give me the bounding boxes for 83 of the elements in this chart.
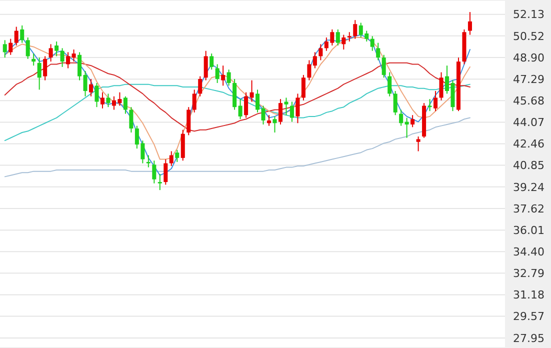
candlestick <box>83 70 88 97</box>
candlestick <box>428 98 432 112</box>
candlestick <box>26 36 30 60</box>
candlestick <box>296 93 300 124</box>
candlestick <box>48 44 53 62</box>
y-tick-label: 39.24 <box>513 180 544 194</box>
candlestick <box>72 49 76 62</box>
y-tick-label: 37.62 <box>513 202 544 216</box>
candlestick <box>272 116 277 134</box>
candlestick <box>186 106 191 136</box>
candlestick <box>284 97 288 116</box>
candlestick <box>238 98 242 120</box>
candlestick <box>468 12 472 36</box>
candlestick <box>278 98 282 125</box>
candlestick <box>66 52 70 69</box>
candlestick <box>2 40 7 58</box>
y-tick-label: 40.85 <box>513 159 544 172</box>
candlestick <box>123 96 128 114</box>
candlestick <box>393 90 398 116</box>
candlestick <box>32 53 36 66</box>
candlestick <box>261 105 266 125</box>
candlestick <box>353 20 358 40</box>
candlestick <box>106 93 110 108</box>
candlestick <box>416 136 420 152</box>
candlestick <box>169 150 174 166</box>
candlestick <box>204 50 208 81</box>
y-tick-label: 52.13 <box>513 8 544 22</box>
candlestick <box>382 54 386 78</box>
candlestick <box>175 149 180 162</box>
candlestick <box>312 52 317 69</box>
candlestick <box>290 101 294 122</box>
candlestick <box>250 80 254 102</box>
candlestick <box>8 38 13 56</box>
candlestick <box>129 106 134 134</box>
candlestick <box>152 160 156 184</box>
y-tick-label: 36.01 <box>513 224 544 237</box>
candlestick <box>43 56 48 81</box>
candlestick <box>256 89 260 113</box>
candlestick <box>164 158 168 186</box>
candlestick <box>388 72 392 97</box>
candlestick <box>94 82 99 108</box>
candlestick <box>347 32 352 42</box>
y-tick-label: 31.18 <box>513 288 544 302</box>
candlestick <box>342 34 346 50</box>
candlestick <box>244 92 248 118</box>
candlestick <box>301 74 306 101</box>
y-tick-label: 45.68 <box>513 94 544 108</box>
candlestick <box>439 72 444 101</box>
candlestick <box>89 78 94 97</box>
candlestick <box>376 42 380 61</box>
candlestick <box>410 114 415 128</box>
candlestick <box>267 114 272 126</box>
candlestick <box>221 65 226 86</box>
y-tick-label: 34.40 <box>513 246 544 259</box>
y-tick-label: 32.79 <box>513 267 544 280</box>
y-tick-label: 50.52 <box>513 30 544 43</box>
candlestick <box>192 89 196 113</box>
y-tick-label: 47.29 <box>513 73 544 86</box>
candlestick <box>210 53 214 70</box>
candlestick <box>215 64 220 84</box>
y-tick-label: 48.90 <box>513 51 544 64</box>
candlestick <box>37 57 42 90</box>
candlestick <box>60 48 64 68</box>
y-tick-label: 29.57 <box>513 310 544 324</box>
candlestick <box>336 28 340 46</box>
candlestick <box>158 174 162 191</box>
candlestick <box>146 154 150 168</box>
candlestick <box>100 92 104 109</box>
candlestick <box>307 60 312 81</box>
candlestick <box>78 52 82 81</box>
candlestick <box>226 69 231 86</box>
y-tick-label: 42.46 <box>513 138 544 151</box>
candlestick <box>20 24 24 44</box>
y-tick-label: 27.95 <box>513 332 544 345</box>
y-tick-label: 44.07 <box>513 116 544 130</box>
candlestick <box>404 117 409 138</box>
candlestick <box>399 109 404 126</box>
candlestick <box>54 40 59 57</box>
candlestick <box>434 90 438 112</box>
candlestick <box>14 26 18 46</box>
candlestick <box>318 44 323 61</box>
candlestick <box>370 36 374 52</box>
candlestick <box>198 76 202 97</box>
